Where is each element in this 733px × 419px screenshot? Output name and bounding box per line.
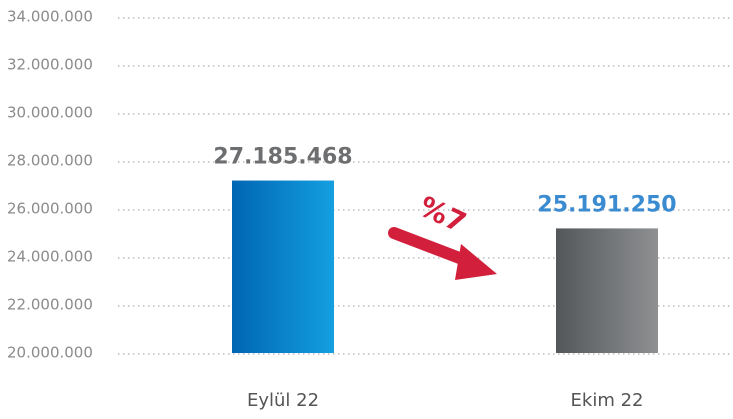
y-tick-label: 20.000.000 <box>7 344 93 362</box>
arrow-head <box>455 244 497 280</box>
y-tick-label: 28.000.000 <box>7 152 93 170</box>
value-label: 27.185.468 <box>213 145 352 170</box>
y-tick-label: 34.000.000 <box>7 8 93 26</box>
bar <box>556 228 658 353</box>
y-tick-label: 24.000.000 <box>7 248 93 266</box>
x-tick-label: Eylül 22 <box>247 390 319 411</box>
arrow-shaft <box>388 227 476 268</box>
x-tick-label: Ekim 22 <box>571 390 644 411</box>
y-tick-label: 32.000.000 <box>7 56 93 74</box>
bar <box>232 180 334 353</box>
y-tick-label: 30.000.000 <box>7 104 93 122</box>
y-tick-label: 26.000.000 <box>7 200 93 218</box>
annotation: %7 <box>414 190 471 240</box>
value-label: 25.191.250 <box>537 192 676 217</box>
y-tick-label: 22.000.000 <box>7 296 93 314</box>
